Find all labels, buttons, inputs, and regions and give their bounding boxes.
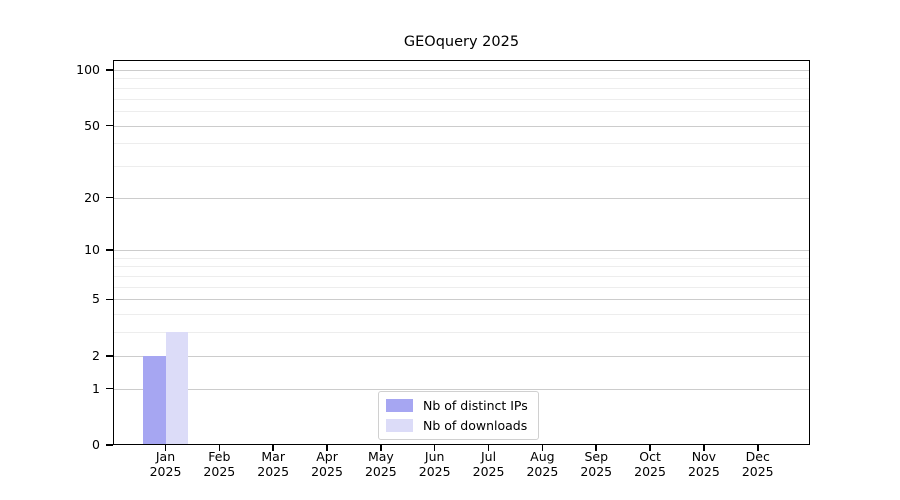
x-tick-mark — [649, 445, 651, 451]
minor-gridline — [113, 266, 810, 268]
x-tick-mark — [164, 445, 167, 451]
x-tick-mark — [272, 445, 274, 451]
major-gridline — [113, 125, 810, 127]
plot-area: Nb of distinct IPs Nb of downloads — [113, 60, 810, 445]
legend-item-distinct-ips: Nb of distinct IPs — [386, 398, 528, 413]
bars — [113, 60, 810, 445]
x-tick-mark — [703, 445, 705, 451]
major-gridline — [113, 388, 810, 390]
y-tick-label: 5 — [92, 291, 100, 307]
x-tick-mark — [380, 445, 382, 451]
y-tick-mark — [106, 69, 113, 71]
x-tick-label: May 2025 — [364, 449, 397, 479]
x-tick-label: Feb 2025 — [203, 449, 236, 479]
y-tick-label: 20 — [84, 189, 100, 205]
x-tick-label: Oct 2025 — [634, 449, 666, 479]
minor-gridline — [113, 98, 810, 100]
y-tick-mark — [106, 249, 113, 251]
x-tick-mark — [326, 445, 328, 451]
minor-gridline — [113, 110, 810, 112]
x-tick-mark — [541, 445, 544, 451]
minor-gridline — [113, 286, 810, 288]
y-tick-label: 10 — [84, 242, 100, 258]
x-tick-label: Mar 2025 — [257, 449, 290, 479]
x-tick-mark — [595, 445, 597, 451]
minor-gridline — [113, 165, 810, 167]
x-tick-label: Aug 2025 — [526, 449, 559, 479]
bar-jan-downloads — [165, 332, 188, 445]
x-tick-label: Jan 2025 — [149, 449, 182, 479]
x-tick-label: Apr 2025 — [311, 449, 343, 479]
y-tick-label: 1 — [92, 380, 100, 396]
legend-label-distinct-ips: Nb of distinct IPs — [423, 398, 528, 413]
x-tick-mark — [433, 445, 436, 451]
major-gridline — [113, 250, 810, 252]
minor-gridline — [113, 87, 810, 89]
gridlines — [113, 60, 810, 445]
x-tick-label: Sep 2025 — [580, 449, 613, 479]
major-gridline — [113, 70, 810, 71]
y-tick-label: 0 — [92, 437, 100, 452]
bar-jan-distinct-ips — [143, 355, 166, 445]
x-tick-mark — [487, 445, 490, 451]
minor-gridline — [113, 276, 810, 278]
legend-swatch-downloads — [386, 419, 413, 432]
major-gridline — [113, 197, 810, 199]
legend-label-downloads: Nb of downloads — [423, 418, 528, 433]
legend-item-downloads: Nb of downloads — [386, 418, 528, 433]
minor-gridline — [113, 332, 810, 334]
major-gridline — [113, 299, 810, 301]
x-tick-label: Jul 2025 — [472, 449, 505, 479]
legend-swatch-distinct-ips — [386, 399, 413, 412]
y-tick-label: 2 — [92, 347, 100, 363]
y-tick-label: 100 — [76, 62, 100, 77]
x-tick-label: Nov 2025 — [687, 449, 720, 479]
minor-gridline — [113, 143, 810, 145]
y-tick-mark — [106, 196, 113, 199]
x-tick-label: Dec 2025 — [741, 449, 774, 479]
major-gridline — [113, 355, 810, 357]
x-tick-label: Jun 2025 — [418, 449, 451, 479]
x-tick-mark — [756, 445, 759, 451]
y-tick-mark — [106, 124, 113, 127]
legend: Nb of distinct IPs Nb of downloads — [378, 391, 539, 440]
x-tick-mark — [218, 445, 221, 451]
y-tick-label: 50 — [84, 117, 100, 133]
y-tick-mark — [106, 354, 113, 357]
y-tick-mark — [106, 387, 113, 390]
minor-gridline — [113, 257, 810, 259]
y-tick-mark — [106, 444, 113, 446]
minor-gridline — [113, 78, 810, 80]
y-tick-mark — [106, 298, 113, 301]
chart-title: GEOquery 2025 — [403, 34, 520, 50]
minor-gridline — [113, 314, 810, 316]
